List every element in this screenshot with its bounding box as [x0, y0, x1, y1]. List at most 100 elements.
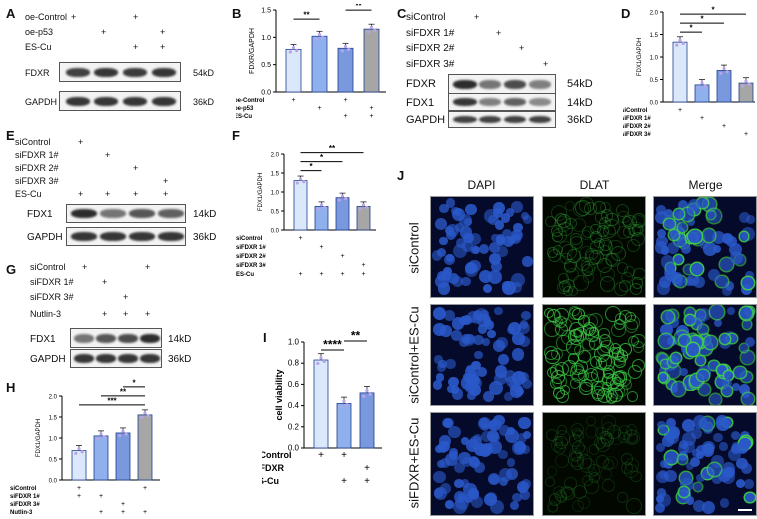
cell: [719, 442, 728, 451]
y-tick-label: 0.5: [650, 78, 659, 84]
sign: +: [133, 42, 139, 52]
panel-letter-c: C: [397, 6, 407, 21]
blot-band: [96, 333, 116, 343]
treatment-label: siFDXR 3#: [236, 263, 266, 269]
treatment-sign: +: [340, 253, 344, 260]
sign: +: [145, 262, 151, 272]
cell: [731, 444, 741, 454]
treatment-sign: +: [700, 115, 704, 122]
cell: [666, 379, 676, 389]
treatment-sign: +: [143, 485, 147, 492]
cell: [474, 462, 485, 473]
cell: [513, 222, 523, 232]
cell: [479, 445, 490, 456]
blot-label-gapdh: GAPDH: [25, 97, 58, 107]
cell: [505, 208, 515, 218]
significance-label: **: [120, 387, 127, 396]
sign: +: [71, 12, 77, 22]
sign: +: [78, 189, 84, 199]
cell: [631, 358, 645, 372]
cell: [604, 218, 620, 235]
bar: [738, 82, 754, 103]
treatment-label: siFDXR 3#: [623, 132, 651, 138]
data-point: [319, 203, 324, 207]
sign: +: [160, 27, 166, 37]
cell: [723, 370, 733, 381]
cell: [489, 241, 501, 253]
cell: [686, 343, 700, 356]
cell: [521, 479, 531, 489]
sign: +: [123, 309, 129, 319]
data-point: [747, 82, 751, 86]
cell: [605, 252, 620, 267]
micrograph-dlat-sicontrol: [542, 196, 646, 298]
kd-label: 14kD: [193, 209, 217, 220]
cell: [627, 433, 639, 445]
row-label: siFDXR 3#: [406, 59, 455, 70]
data-point: [741, 84, 745, 88]
cell: [678, 443, 689, 455]
data-point: [744, 79, 748, 83]
cell: [463, 494, 473, 504]
sign: +: [78, 137, 84, 147]
treatment-label: Nutlin-3: [10, 510, 33, 516]
cell: [472, 433, 483, 444]
significance-label: **: [351, 329, 361, 343]
treatment-label: oe-Control: [236, 98, 265, 104]
cell: [741, 392, 754, 405]
cell: [686, 496, 695, 505]
data-point: [678, 38, 682, 42]
cell: [674, 255, 684, 265]
blot-band: [74, 333, 94, 343]
cell: [445, 358, 456, 370]
cell: [520, 490, 530, 500]
treatment-sign: +: [722, 123, 726, 130]
cell: [512, 441, 526, 455]
cell: [713, 318, 723, 327]
cell: [709, 305, 724, 319]
cell: [696, 356, 706, 366]
panel-letter-e: E: [6, 128, 15, 143]
data-point: [347, 47, 351, 52]
row-label: siFDXR 2#: [15, 163, 59, 173]
cell: [678, 486, 689, 497]
cell: [550, 377, 562, 390]
chart-d-fdx1-gapdh: 0.0 0.5 1.0 1.5 2.0 FDX1/GAPDH * * * siControl + si…: [623, 6, 755, 138]
cell: [433, 471, 446, 484]
cell: [708, 360, 719, 371]
cell: [465, 263, 479, 277]
cell: [731, 382, 741, 391]
cell: [722, 233, 733, 244]
cell: [679, 367, 688, 377]
cell: [496, 234, 506, 244]
cell: [556, 335, 572, 351]
cell: [656, 205, 666, 215]
cell: [438, 203, 449, 214]
cell: [703, 424, 713, 435]
row-label: oe-p53: [25, 27, 54, 37]
column-header-dapi: DAPI: [467, 178, 496, 192]
sign: +: [133, 12, 139, 22]
cell: [443, 266, 452, 276]
cell: [477, 324, 488, 334]
data-point: [140, 416, 144, 420]
data-point: [719, 71, 723, 76]
cell: [448, 425, 461, 439]
data-point: [345, 403, 349, 407]
cell: [491, 260, 503, 272]
significance-label: **: [303, 11, 310, 20]
cell: [454, 222, 464, 232]
cell: [446, 384, 456, 394]
y-tick-label: 0.0: [271, 229, 280, 235]
y-tick-label: 1.0: [271, 191, 280, 197]
cell: [690, 456, 701, 467]
bar: [363, 28, 380, 93]
sign: +: [145, 309, 151, 319]
treatment-sign: +: [343, 113, 347, 120]
treatment-sign: +: [121, 501, 125, 508]
cell: [444, 499, 454, 509]
blot-label-gapdh: GAPDH: [30, 354, 66, 365]
sign: +: [102, 277, 108, 287]
cell: [434, 355, 443, 364]
cell: [584, 367, 599, 382]
